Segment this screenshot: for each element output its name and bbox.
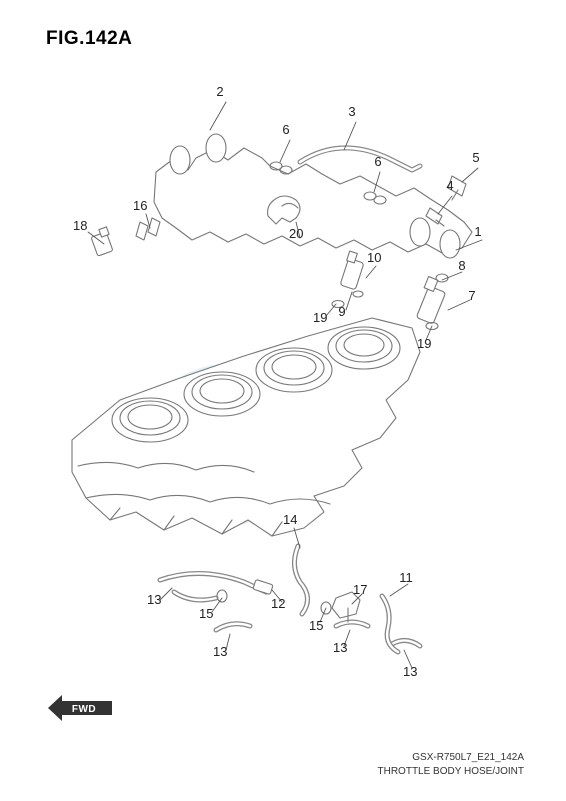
callout-3: 3 [345,104,359,119]
callout-7: 7 [465,288,479,303]
fwd-label: FWD [72,704,96,715]
callout-19: 19 [313,310,327,325]
callout-16: 16 [133,198,147,213]
diagram-canvas [0,0,566,801]
callout-11: 11 [399,570,413,585]
callout-2: 2 [213,84,227,99]
callout-13: 13 [333,640,347,655]
throttle-body [72,318,420,536]
hose-13b [216,624,250,630]
footer-name: THROTTLE BODY HOSE/JOINT [378,766,525,777]
callout-1: 1 [471,224,485,239]
callout-12: 12 [271,596,285,611]
callout-10: 10 [367,250,381,265]
callout-9: 9 [335,304,349,319]
callout-6: 6 [371,154,385,169]
footer-code: GSX-R750L7_E21_142A [412,752,524,763]
hose-14 [294,546,307,614]
callout-18: 18 [73,218,87,233]
callout-4: 4 [443,178,457,193]
callout-19: 19 [417,336,431,351]
hose-13a [174,592,216,600]
callout-8: 8 [455,258,469,273]
callout-14: 14 [283,512,297,527]
callout-17: 17 [353,582,367,597]
callout-15: 15 [309,618,323,633]
hose-13d [392,640,420,646]
injector-b [416,274,448,324]
hose-13c [336,622,368,626]
fwd-badge: FWD [46,693,116,723]
injector-a [340,251,364,297]
sensor-18 [91,227,113,256]
callout-15: 15 [199,606,213,621]
clamp-15a [217,590,227,602]
callout-6: 6 [279,122,293,137]
callout-13: 13 [403,664,417,679]
callout-5: 5 [469,150,483,165]
callout-13: 13 [147,592,161,607]
callout-13: 13 [213,644,227,659]
callout-20: 20 [289,226,303,241]
fuel-pipe [300,148,420,170]
